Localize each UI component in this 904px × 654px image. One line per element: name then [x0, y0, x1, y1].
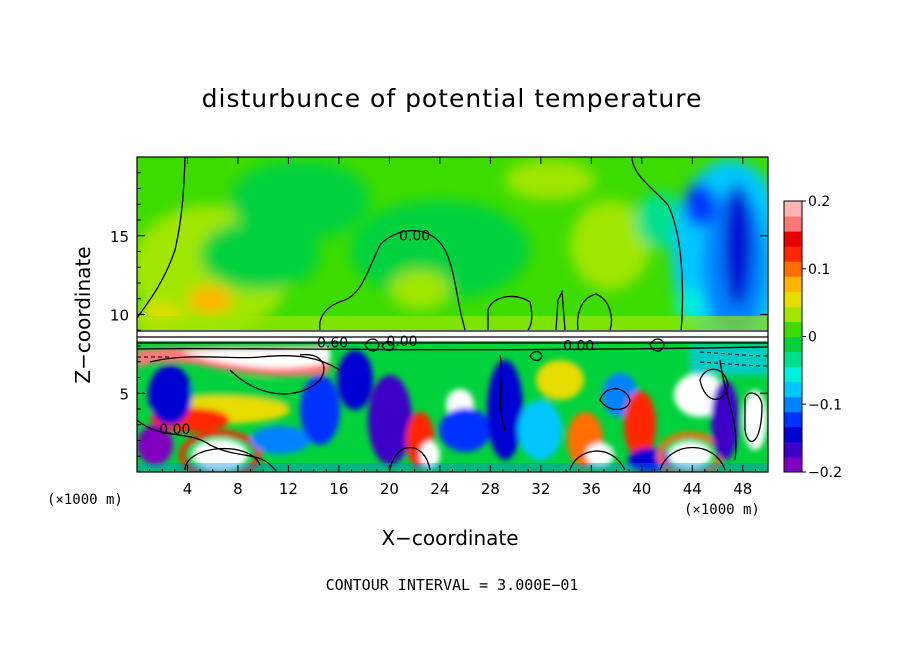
y-tick-label: 5 [119, 385, 129, 403]
colorbar-swatch [784, 231, 802, 247]
y-axis-label: Z−coordinate [71, 246, 95, 384]
contour-label: 0.60 [317, 336, 348, 352]
colorbar-swatch [784, 381, 802, 398]
x-tick-label: 48 [733, 480, 752, 498]
x-axis: 4 8 12 16 20 24 28 32 36 40 44 48 [149, 157, 756, 498]
x-tick-label: 20 [380, 480, 399, 498]
colorbar-tick-label: 0.1 [808, 262, 830, 278]
colorbar-swatch [784, 261, 802, 277]
colorbar-swatch [784, 276, 802, 292]
negative-contours [137, 351, 768, 367]
colorbar-swatch [784, 216, 802, 232]
chart-title: disturbunce of potential temperature [201, 84, 703, 113]
x-tick-label: 40 [632, 480, 651, 498]
x-axis-unit: (×1000 m) [684, 502, 760, 518]
colorbar-swatch [784, 321, 802, 337]
contour-label: 0.00 [563, 339, 594, 355]
colorbar-swatch [784, 351, 802, 368]
colorbar-swatch [784, 396, 802, 413]
y-tick-label: 15 [110, 228, 129, 246]
x-tick-label: 32 [531, 480, 550, 498]
colorbar-tick-label: −0.2 [808, 465, 842, 481]
colorbar-swatch [784, 426, 802, 443]
contour-label: 0.00 [386, 334, 417, 350]
colorbar-tick-label: 0.2 [808, 194, 830, 210]
colorbar-swatch [784, 201, 802, 217]
colorbar: 0.2 0.1 0 −0.1 −0.2 [783, 194, 842, 481]
x-tick-label: 36 [582, 480, 601, 498]
colorbar-tick-label: −0.1 [808, 397, 842, 413]
colorbar-swatch [784, 336, 802, 353]
colorbar-swatch [784, 456, 802, 473]
contour-interval-note: CONTOUR INTERVAL = 3.000E−01 [325, 576, 579, 594]
contour-lines [137, 157, 768, 471]
y-tick-label: 10 [110, 307, 129, 325]
colorbar-swatch [784, 246, 802, 262]
x-tick-label: 24 [430, 480, 449, 498]
colorbar-swatch [784, 411, 802, 428]
y-axis-unit: (×1000 m) [47, 492, 123, 508]
x-tick-label: 4 [183, 480, 193, 498]
heatmap-field: 0.00 0.60 0.00 0.00 0.00 [137, 157, 768, 472]
x-tick-label: 28 [481, 480, 500, 498]
contour-label: 0.00 [399, 228, 430, 244]
x-tick-label: 16 [329, 480, 348, 498]
colorbar-swatch [784, 291, 802, 307]
x-tick-label: 8 [233, 480, 243, 498]
colorbar-swatch [784, 441, 802, 458]
contour-label: 0.00 [159, 422, 190, 438]
colorbar-tick-label: 0 [808, 330, 817, 346]
y-axis: 5 10 15 [110, 172, 768, 457]
x-tick-label: 12 [279, 480, 298, 498]
x-tick-label: 44 [683, 480, 702, 498]
colorbar-swatch [784, 366, 802, 383]
x-axis-label: X−coordinate [381, 526, 519, 550]
colorbar-swatch [784, 306, 802, 322]
contour-labels: 0.00 0.60 0.00 0.00 0.00 [159, 228, 594, 438]
